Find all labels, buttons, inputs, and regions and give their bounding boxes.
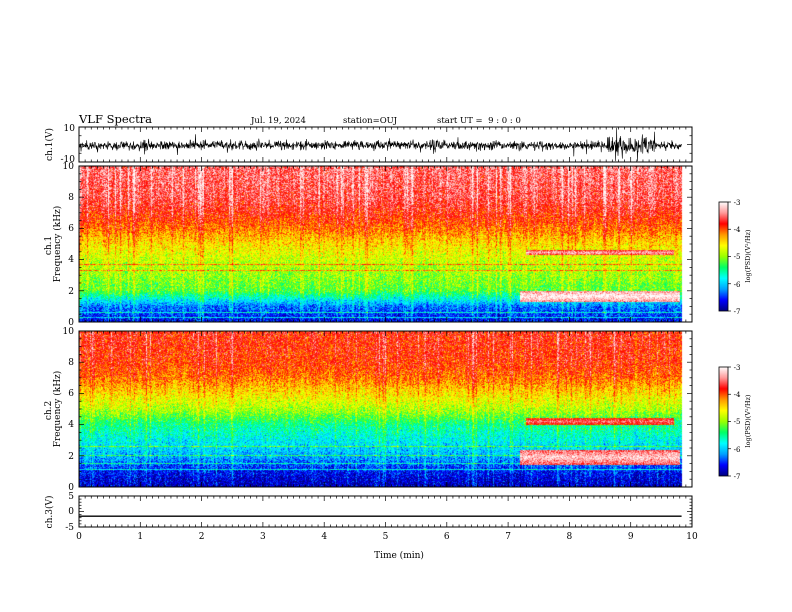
ch1-ylabel-channel: ch.1 <box>44 236 54 255</box>
ch1-cb-tick-m3: -3 <box>734 199 741 207</box>
ch1-waveform-trace <box>78 127 682 162</box>
ch2-spectrogram-image <box>79 331 692 487</box>
date-label: Jul. 19, 2024 <box>250 116 306 126</box>
ch1-freq-tick-2: 2 <box>68 287 74 297</box>
ch1-spectrogram-ticks <box>78 165 693 323</box>
time-tick-label-1: 1 <box>137 532 143 542</box>
colorbar-gradient <box>719 367 728 476</box>
ch2-cb-tick-m4: -4 <box>734 391 741 399</box>
ch1-spectrogram-ylabel: ch.1 Frequency (kHz) <box>44 206 63 283</box>
time-tick-label-4: 4 <box>321 532 327 542</box>
ch1-cb-tick-m5: -5 <box>734 253 741 261</box>
ch2-freq-tick-6: 6 <box>68 389 74 399</box>
time-tick-label-2: 2 <box>199 532 205 542</box>
ch1-colorbar-ticks <box>728 201 731 312</box>
ch2-ylabel-channel: ch.2 <box>44 401 54 420</box>
ch1-cb-tick-m7: -7 <box>734 308 741 316</box>
ch3-ytick-bottom: -5 <box>65 523 74 533</box>
time-tick-label-9: 9 <box>628 532 634 542</box>
ch1-waveform-ticks <box>78 126 693 163</box>
ch2-cb-tick-m3: -3 <box>734 364 741 372</box>
ch2-colorbar-ticks <box>728 366 731 477</box>
ch1-waveform-panel: 10 -10 ch.1(V) <box>44 124 693 165</box>
ch3-ytick-top: 5 <box>68 492 74 502</box>
ch1-waveform-ylabel: ch.1(V) <box>44 128 55 161</box>
ch2-freq-tick-2: 2 <box>68 452 74 462</box>
ch1-colorbar-label: log(PSD)(V²/Hz) <box>744 229 752 282</box>
ch1-freq-tick-6: 6 <box>68 224 74 234</box>
time-tick-label-5: 5 <box>383 532 389 542</box>
time-tick-label-7: 7 <box>505 532 511 542</box>
colorbar-gradient <box>719 202 728 311</box>
time-tick-label-10: 10 <box>686 532 698 542</box>
ch1-ylabel-frequency: Frequency (kHz) <box>52 206 63 283</box>
ch2-freq-tick-0: 0 <box>68 483 74 493</box>
ch2-freq-tick-10: 10 <box>63 327 75 337</box>
time-axis-tick-labels: 0 1 2 3 4 5 6 7 8 9 10 <box>76 532 698 542</box>
ch1-freq-tick-10: 10 <box>63 162 75 172</box>
ch2-colorbar-label: log(PSD)(V²/Hz) <box>744 394 752 447</box>
ch2-cb-tick-m7: -7 <box>734 473 741 481</box>
ch1-cb-tick-m6: -6 <box>734 281 741 289</box>
ch1-cb-tick-m4: -4 <box>734 226 741 234</box>
ch2-cb-tick-m5: -5 <box>734 418 741 426</box>
ch1-spectrogram-panel: 10 8 6 4 2 0 ch.1 Frequency (kHz) -3 -4 … <box>44 162 752 328</box>
ch1-spectrogram-image <box>79 166 692 322</box>
ch1-freq-tick-8: 8 <box>68 193 74 203</box>
ch2-spectrogram-ylabel: ch.2 Frequency (kHz) <box>44 371 63 448</box>
start-time-label: start UT = 9 : 0 : 0 <box>437 116 521 126</box>
ch1-ytick-bottom: -10 <box>61 155 76 165</box>
ch1-ytick-top: 10 <box>64 124 76 134</box>
ch2-spectrogram-panel: 10 8 6 4 2 0 ch.2 Frequency (kHz) -3 -4 … <box>44 327 752 493</box>
time-tick-label-6: 6 <box>444 532 450 542</box>
ch2-cb-tick-m6: -6 <box>734 446 741 454</box>
ch3-ytick-mid: 0 <box>68 507 74 517</box>
time-tick-label-8: 8 <box>567 532 573 542</box>
ch2-freq-tick-4: 4 <box>68 420 74 430</box>
time-axis-label: Time (min) <box>374 550 424 561</box>
ch2-freq-tick-8: 8 <box>68 358 74 368</box>
ch2-spectrogram-ticks <box>78 330 693 488</box>
figure-title: VLF Spectra <box>78 112 152 126</box>
ch1-freq-tick-0: 0 <box>68 318 74 328</box>
ch3-waveform-ylabel: ch.3(V) <box>44 496 55 529</box>
time-tick-label-0: 0 <box>76 532 82 542</box>
ch3-waveform-panel: 5 0 -5 ch.3(V) 0 1 2 3 4 5 6 7 8 9 10 Time (min) <box>44 492 698 561</box>
station-label: station=OUJ <box>343 116 398 126</box>
time-tick-label-3: 3 <box>260 532 266 542</box>
ch1-freq-tick-4: 4 <box>68 255 74 265</box>
ch2-ylabel-frequency: Frequency (kHz) <box>52 371 63 448</box>
ch3-waveform-ticks <box>78 495 693 528</box>
